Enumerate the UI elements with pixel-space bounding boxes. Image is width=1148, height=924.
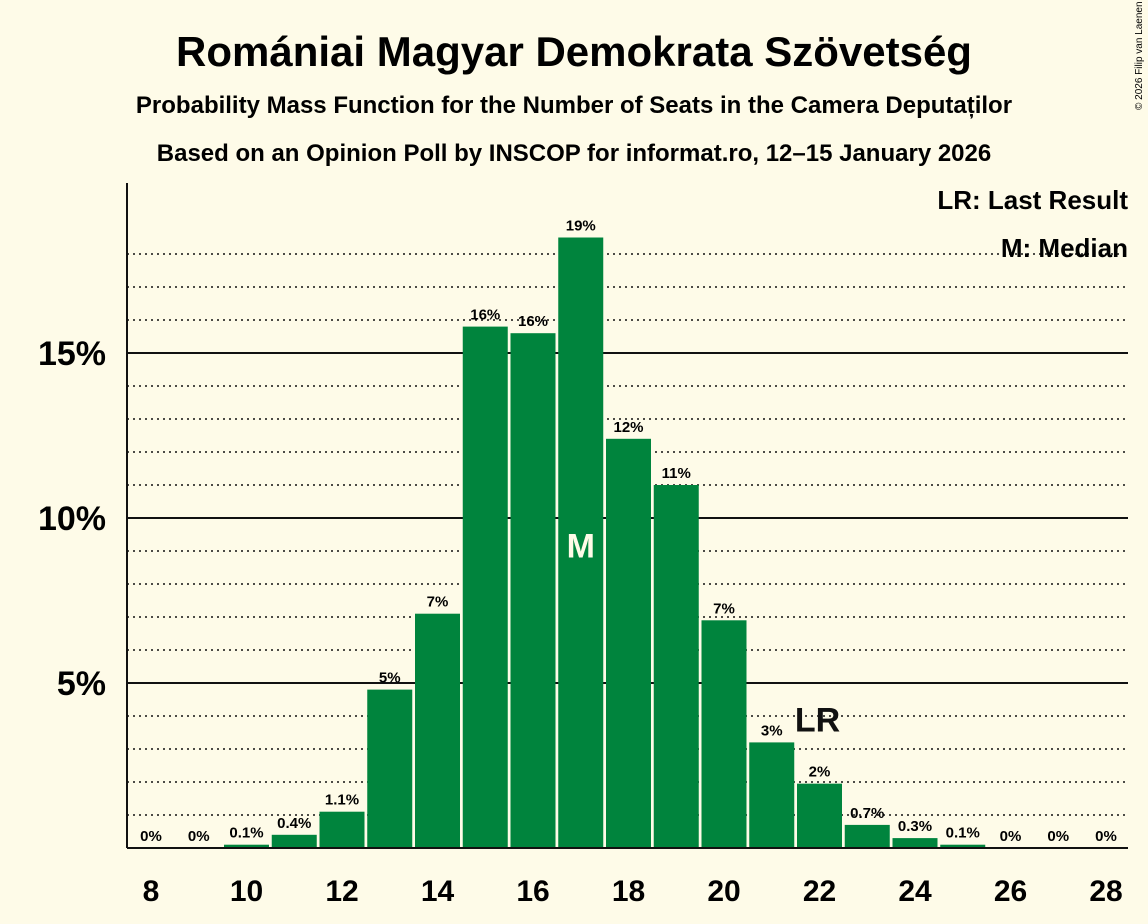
y-tick-label: 10% <box>38 500 106 538</box>
bar-label-seat-8: 0% <box>140 828 162 845</box>
median-marker: M <box>567 528 595 566</box>
bar-label-seat-20: 7% <box>713 600 735 617</box>
bar-seat-12 <box>319 811 365 848</box>
bar-label-seat-26: 0% <box>1000 828 1022 845</box>
bar-seat-16 <box>510 333 556 848</box>
bar-label-seat-24: 0.3% <box>898 818 932 835</box>
bar-seat-18 <box>606 438 651 848</box>
bar-seat-22 <box>797 783 842 848</box>
x-tick-label: 18 <box>612 875 645 908</box>
bar-seat-13 <box>367 689 413 848</box>
y-axis-ticks: 5% 10% 15% <box>38 335 106 703</box>
x-tick-label: 20 <box>707 875 740 908</box>
bar-seat-15 <box>462 326 508 849</box>
bar-label-seat-12: 1.1% <box>325 792 359 809</box>
bar-label-seat-18: 12% <box>613 419 643 436</box>
bar-label-seat-10: 0.1% <box>229 825 263 842</box>
legend-last-result: LR: Last Result <box>937 185 1128 215</box>
x-axis-ticks: 8 10 12 14 16 18 20 22 24 26 28 <box>143 875 1123 908</box>
last-result-marker: LR <box>795 702 840 740</box>
chart-source-subtitle: Based on an Opinion Poll by INSCOP for i… <box>157 140 991 167</box>
legend-median: M: Median <box>1001 233 1128 263</box>
bar-label-seat-22: 2% <box>809 764 831 781</box>
bar-seat-19 <box>653 485 699 848</box>
bar-seat-25 <box>940 844 986 848</box>
bar-label-seat-15: 16% <box>470 307 500 324</box>
legend: LR: Last Result M: Median <box>937 185 1128 263</box>
bar-label-seat-17: 19% <box>566 218 596 235</box>
y-tick-label: 5% <box>57 665 106 703</box>
bar-label-seat-28: 0% <box>1095 828 1117 845</box>
bar-seat-20 <box>701 620 747 848</box>
bar-label-seat-23: 0.7% <box>850 805 884 822</box>
bar-label-seat-19: 11% <box>662 465 691 482</box>
x-tick-label: 28 <box>1089 875 1122 908</box>
bar-seat-17 <box>558 237 604 848</box>
bar-seat-21 <box>749 742 795 848</box>
x-tick-label: 24 <box>898 875 932 908</box>
bar-label-seat-13: 5% <box>379 670 401 687</box>
x-tick-label: 26 <box>994 875 1027 908</box>
bar-seat-14 <box>415 613 460 848</box>
x-tick-label: 14 <box>421 875 455 908</box>
bar-seat-23 <box>844 824 890 848</box>
x-tick-label: 16 <box>516 875 549 908</box>
x-tick-label: 22 <box>803 875 836 908</box>
bar-label-seat-25: 0.1% <box>946 825 980 842</box>
bar-label-seat-11: 0.4% <box>277 815 311 832</box>
copyright-text: © 2026 Filip van Laenen <box>1134 1 1145 110</box>
chart-subtitle: Probability Mass Function for the Number… <box>136 92 1012 119</box>
bar-label-seat-27: 0% <box>1047 828 1069 845</box>
x-tick-label: 12 <box>325 875 358 908</box>
bar-seat-10 <box>224 844 269 848</box>
bar-label-seat-21: 3% <box>761 722 783 739</box>
x-tick-label: 8 <box>143 875 160 908</box>
bar-label-seat-9: 0% <box>188 828 210 845</box>
y-tick-label: 15% <box>38 335 106 373</box>
chart-title: Romániai Magyar Demokrata Szövetség <box>176 28 972 75</box>
bars <box>224 237 986 849</box>
markers: M LR <box>567 528 841 740</box>
bar-labels: 0% 0% 0.1% 0.4% 1.1% 5% 7% 16% 16% 19% 12% 11% 7% 3% 2… <box>140 218 1117 846</box>
bar-label-seat-14: 7% <box>427 594 449 611</box>
bar-seat-24 <box>892 838 938 848</box>
bar-label-seat-16: 16% <box>518 313 548 330</box>
x-tick-label: 10 <box>230 875 263 908</box>
bar-seat-11 <box>271 834 317 848</box>
